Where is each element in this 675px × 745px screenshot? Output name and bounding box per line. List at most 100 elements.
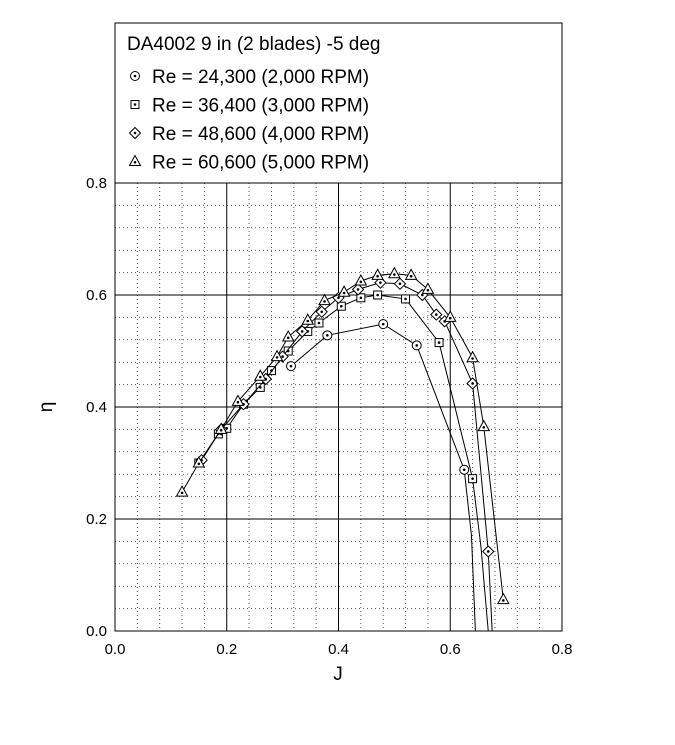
marker-dot bbox=[236, 400, 240, 404]
legend-label: Re = 48,600 (4,000 RPM) bbox=[152, 124, 369, 145]
series-line bbox=[290, 323, 476, 632]
marker-shape bbox=[496, 592, 510, 605]
marker-dot bbox=[286, 336, 290, 340]
circle-dot-marker bbox=[322, 330, 333, 341]
triangle-dot-marker bbox=[270, 349, 284, 362]
square-dot-marker bbox=[373, 290, 383, 300]
major-grid bbox=[115, 183, 562, 631]
triangle-dot-marker bbox=[388, 266, 401, 279]
marker-dot bbox=[437, 341, 441, 344]
series-line bbox=[181, 273, 504, 600]
marker-shape bbox=[371, 268, 384, 280]
marker-dot bbox=[434, 313, 438, 316]
legend-frame bbox=[114, 22, 563, 184]
marker-dot bbox=[379, 281, 382, 284]
marker-dot bbox=[289, 364, 293, 368]
x-tick-label: 0.4 bbox=[328, 641, 349, 658]
diamond-dot-marker bbox=[482, 545, 495, 558]
triangle-dot-marker bbox=[281, 329, 295, 342]
marker-dot bbox=[359, 280, 363, 284]
legend-entry: Re = 60,600 (5,000 RPM) bbox=[128, 153, 369, 174]
x-tick-label: 0.6 bbox=[440, 641, 461, 658]
diamond-dot-marker bbox=[128, 126, 142, 140]
marker-dot bbox=[398, 282, 402, 286]
triangle-dot-marker bbox=[214, 422, 228, 434]
marker-shape bbox=[281, 329, 295, 342]
square-dot-marker bbox=[336, 301, 346, 311]
series-2 bbox=[194, 290, 489, 632]
square-dot-marker bbox=[314, 318, 324, 328]
circle-dot-marker bbox=[286, 361, 297, 372]
legend-label: Re = 24,300 (2,000 RPM) bbox=[152, 67, 369, 88]
marker-dot bbox=[326, 334, 329, 337]
marker-shape bbox=[253, 369, 267, 381]
marker-dot bbox=[471, 382, 474, 385]
marker-shape bbox=[443, 310, 457, 322]
circle-dot-marker bbox=[411, 340, 422, 351]
legend-entry: Re = 36,400 (3,000 RPM) bbox=[130, 96, 369, 117]
diamond-dot-marker bbox=[351, 283, 365, 296]
circle-dot-marker bbox=[130, 71, 140, 81]
marker-shape bbox=[175, 485, 189, 497]
series-line bbox=[201, 282, 493, 632]
triangle-dot-marker bbox=[371, 268, 384, 280]
triangle-dot-marker bbox=[175, 485, 189, 497]
x-tick-labels: 0.0 0.2 0.4 0.6 0.8 bbox=[105, 641, 573, 658]
x-tick-label: 0.2 bbox=[216, 641, 237, 658]
marker-dot bbox=[393, 273, 396, 276]
diamond-dot-marker bbox=[374, 276, 387, 289]
circle-dot-marker bbox=[378, 319, 389, 330]
triangle-dot-marker bbox=[466, 350, 479, 363]
marker-dot bbox=[482, 426, 486, 429]
marker-shape bbox=[477, 419, 491, 432]
marker-dot bbox=[258, 375, 262, 379]
marker-dot bbox=[415, 344, 419, 347]
marker-shape bbox=[337, 285, 351, 297]
triangle-dot-marker bbox=[253, 369, 267, 381]
legend-label: Re = 60,600 (5,000 RPM) bbox=[152, 153, 369, 174]
marker-dot bbox=[337, 296, 340, 300]
triangle-dot-marker bbox=[443, 310, 457, 322]
triangle-dot-marker bbox=[128, 154, 142, 166]
marker-dot bbox=[359, 296, 363, 300]
diamond-dot-marker bbox=[315, 305, 328, 319]
marker-dot bbox=[426, 288, 430, 292]
marker-dot bbox=[409, 274, 413, 278]
series-1 bbox=[286, 319, 476, 632]
triangle-dot-marker bbox=[404, 268, 418, 280]
marker-dot bbox=[197, 462, 201, 466]
circle-dot-marker bbox=[459, 464, 470, 475]
marker-dot bbox=[471, 357, 474, 360]
series-4 bbox=[175, 266, 510, 605]
marker-shape bbox=[318, 293, 331, 306]
x-tick-label: 0.8 bbox=[552, 641, 573, 658]
marker-shape bbox=[214, 422, 228, 434]
marker-dot bbox=[300, 330, 304, 333]
marker-dot bbox=[180, 491, 184, 495]
square-dot-marker bbox=[434, 338, 444, 348]
marker-dot bbox=[306, 319, 310, 323]
y-tick-label: 0.0 bbox=[86, 623, 107, 640]
marker-shape bbox=[231, 394, 245, 406]
marker-dot bbox=[376, 293, 379, 297]
series-layer bbox=[175, 266, 510, 632]
marker-dot bbox=[275, 356, 279, 359]
legend-entry: Re = 24,300 (2,000 RPM) bbox=[130, 67, 369, 88]
square-dot-marker bbox=[468, 474, 478, 484]
marker-dot bbox=[342, 291, 346, 295]
marker-dot bbox=[323, 300, 326, 303]
legend-items: Re = 24,300 (2,000 RPM) Re = 36,400 (3,00… bbox=[128, 67, 369, 174]
marker-dot bbox=[486, 550, 490, 553]
square-dot-marker bbox=[401, 294, 411, 304]
marker-dot bbox=[356, 288, 360, 291]
triangle-dot-marker bbox=[231, 394, 245, 406]
marker-shape bbox=[421, 282, 435, 294]
square-dot-marker bbox=[356, 293, 366, 303]
triangle-dot-marker bbox=[496, 592, 510, 605]
marker-dot bbox=[133, 103, 137, 106]
y-tick-label: 0.8 bbox=[86, 175, 107, 192]
triangle-dot-marker bbox=[301, 313, 315, 325]
triangle-dot-marker bbox=[354, 273, 368, 286]
marker-dot bbox=[133, 161, 137, 164]
